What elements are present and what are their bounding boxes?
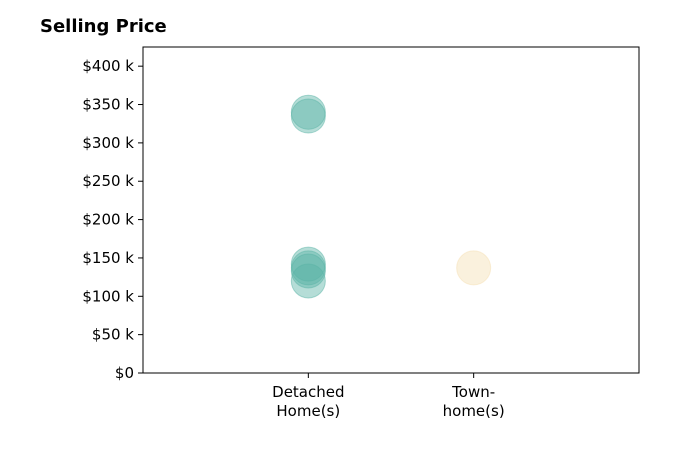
y-tick-label: $250 k xyxy=(82,172,134,190)
chart-title: Selling Price xyxy=(40,16,167,37)
data-point xyxy=(290,253,326,289)
data-point xyxy=(456,250,492,286)
y-tick-label: $100 k xyxy=(82,287,134,305)
x-axis: Detached Home(s) Town-home(s) xyxy=(272,373,505,420)
data-points xyxy=(290,94,492,299)
y-axis: $0 $50 k $100 k $150 k $200 k $250 k $300 k $35… xyxy=(82,57,143,382)
y-tick-label: $300 k xyxy=(82,134,134,152)
x-tick-label-line: home(s) xyxy=(443,402,505,420)
x-tick-label-line: Detached xyxy=(272,383,344,401)
y-tick-label: $150 k xyxy=(82,249,134,267)
y-tick-label: $350 k xyxy=(82,96,134,114)
y-tick-label: $50 k xyxy=(92,326,134,344)
y-tick-label: $0 xyxy=(115,364,134,382)
y-tick-label: $400 k xyxy=(82,57,134,75)
x-tick-label: Town-home(s) xyxy=(443,383,505,420)
data-point xyxy=(290,263,326,299)
y-tick-label: $200 k xyxy=(82,211,134,229)
data-point xyxy=(290,98,326,134)
plot-frame xyxy=(142,46,640,374)
x-tick-label: Detached Home(s) xyxy=(272,383,344,420)
x-tick-label-line: Home(s) xyxy=(276,402,340,420)
x-tick-label-line: Town- xyxy=(451,383,495,401)
